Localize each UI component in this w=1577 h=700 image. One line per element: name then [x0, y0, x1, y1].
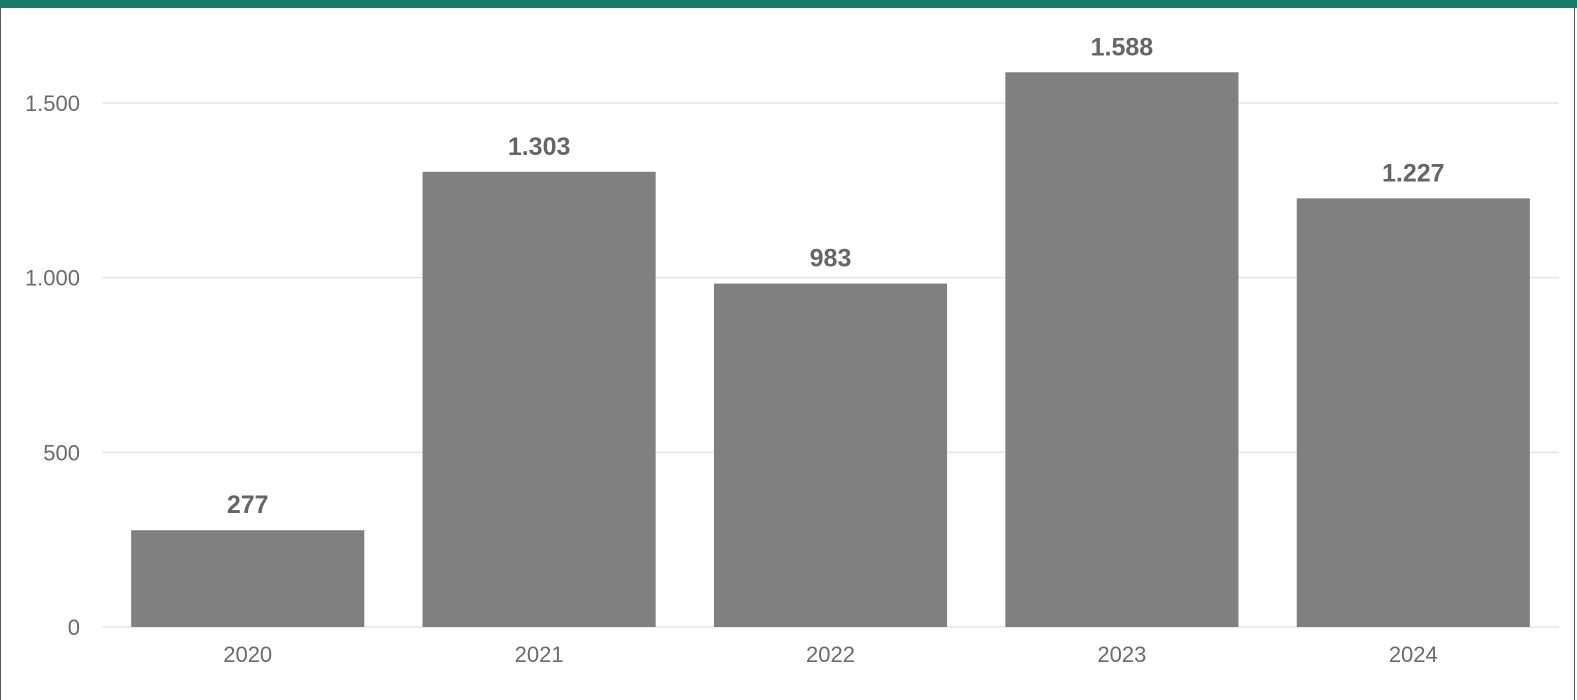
data-label: 983 — [810, 245, 852, 273]
bar-2020 — [131, 530, 365, 627]
data-label: 277 — [227, 491, 269, 519]
y-tick-label: 0 — [68, 615, 80, 640]
y-tick-label: 500 — [43, 440, 80, 465]
bar-2024 — [1296, 198, 1530, 628]
bar-2023 — [1005, 72, 1239, 627]
y-tick-label: 1.000 — [25, 266, 80, 291]
y-tick-label: 1.500 — [25, 91, 80, 116]
x-tick-label: 2020 — [223, 642, 272, 667]
data-label: 1.303 — [508, 133, 571, 161]
data-label: 1.588 — [1091, 33, 1154, 61]
x-tick-label: 2021 — [515, 642, 564, 667]
x-tick-label: 2023 — [1097, 642, 1146, 667]
x-tick-label: 2022 — [806, 642, 855, 667]
bar-2021 — [422, 171, 656, 627]
bar-2022 — [713, 283, 948, 627]
bar-chart: 0 500 1.000 1.500 277 2020 1.303 2021 983 2022 1.5… — [25, 33, 1559, 667]
data-label: 1.227 — [1382, 159, 1445, 187]
x-tick-label: 2024 — [1389, 642, 1438, 667]
header-accent-bar — [0, 0, 1577, 8]
